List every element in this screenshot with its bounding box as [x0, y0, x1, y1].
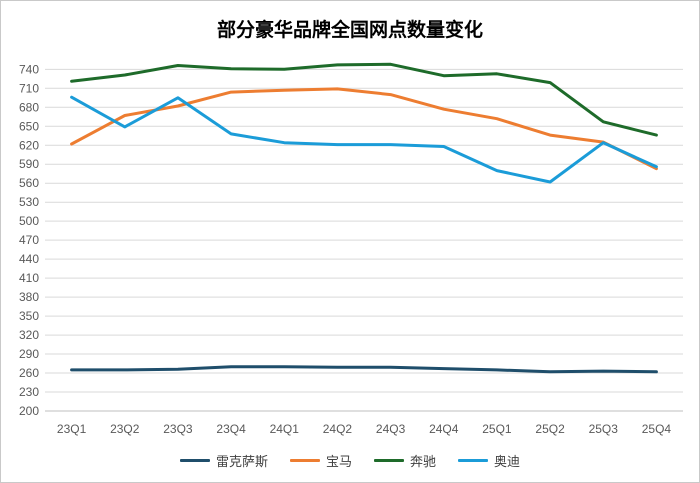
x-tick-label: 24Q1	[270, 422, 300, 436]
series-line-2	[70, 62, 658, 137]
legend-swatch	[374, 459, 404, 462]
legend-item: 奔驰	[374, 451, 436, 470]
y-tick-label: 320	[19, 328, 39, 342]
legend-swatch	[458, 459, 489, 462]
y-axis-ticks: 200 230 260 290 320 350 380 410 440 470 500 530 560 5…	[19, 62, 39, 418]
legend-label: 雷克萨斯	[215, 455, 268, 470]
legend-label: 奔驰	[410, 455, 437, 470]
legend: 雷克萨斯 宝马 奔驰 奥迪	[1, 451, 699, 470]
y-tick-label: 380	[19, 290, 39, 304]
y-tick-label: 680	[19, 100, 39, 114]
x-tick-label: 25Q4	[642, 422, 672, 436]
x-tick-label: 24Q4	[429, 422, 459, 436]
y-tick-label: 500	[19, 214, 39, 228]
y-tick-label: 620	[19, 138, 39, 152]
y-tick-label: 260	[19, 366, 39, 380]
x-tick-label: 23Q4	[216, 422, 246, 436]
y-tick-label: 470	[19, 233, 39, 247]
legend-swatch	[289, 459, 320, 462]
x-tick-label: 25Q2	[535, 422, 565, 436]
y-tick-label: 410	[19, 271, 39, 285]
chart-title: 部分豪华品牌全国网点数量变化	[216, 19, 483, 41]
x-tick-label: 23Q2	[110, 422, 140, 436]
legend-swatch	[179, 459, 210, 462]
series-line-1	[70, 87, 658, 171]
legend-label: 宝马	[325, 455, 352, 470]
x-tick-label: 24Q2	[323, 422, 353, 436]
legend-item: 宝马	[289, 451, 352, 470]
y-tick-label: 350	[19, 309, 39, 323]
legend-item: 奥迪	[458, 451, 520, 470]
legend-label: 奥迪	[494, 455, 521, 470]
x-axis-ticks: 23Q1 23Q2 23Q3 23Q4 24Q1 24Q2 24Q3 24Q4 25Q1 25Q2…	[57, 422, 672, 436]
y-tick-label: 560	[19, 176, 39, 190]
x-tick-label: 23Q1	[57, 422, 87, 436]
y-tick-label: 590	[19, 157, 39, 171]
y-tick-label: 530	[19, 195, 39, 209]
legend-item: 雷克萨斯	[179, 451, 268, 470]
x-tick-label: 25Q1	[482, 422, 512, 436]
y-tick-label: 200	[19, 404, 39, 418]
x-tick-label: 25Q3	[589, 422, 619, 436]
grid-lines	[45, 68, 683, 412]
y-tick-label: 740	[19, 62, 39, 76]
y-tick-label: 290	[19, 347, 39, 361]
y-tick-label: 440	[19, 252, 39, 266]
x-tick-label: 23Q3	[163, 422, 193, 436]
y-tick-label: 710	[19, 81, 39, 95]
y-tick-label: 650	[19, 119, 39, 133]
series-line-3	[70, 95, 658, 184]
x-tick-label: 24Q3	[376, 422, 406, 436]
series-lines	[70, 62, 658, 374]
y-tick-label: 230	[19, 385, 39, 399]
series-line-0	[70, 365, 658, 374]
